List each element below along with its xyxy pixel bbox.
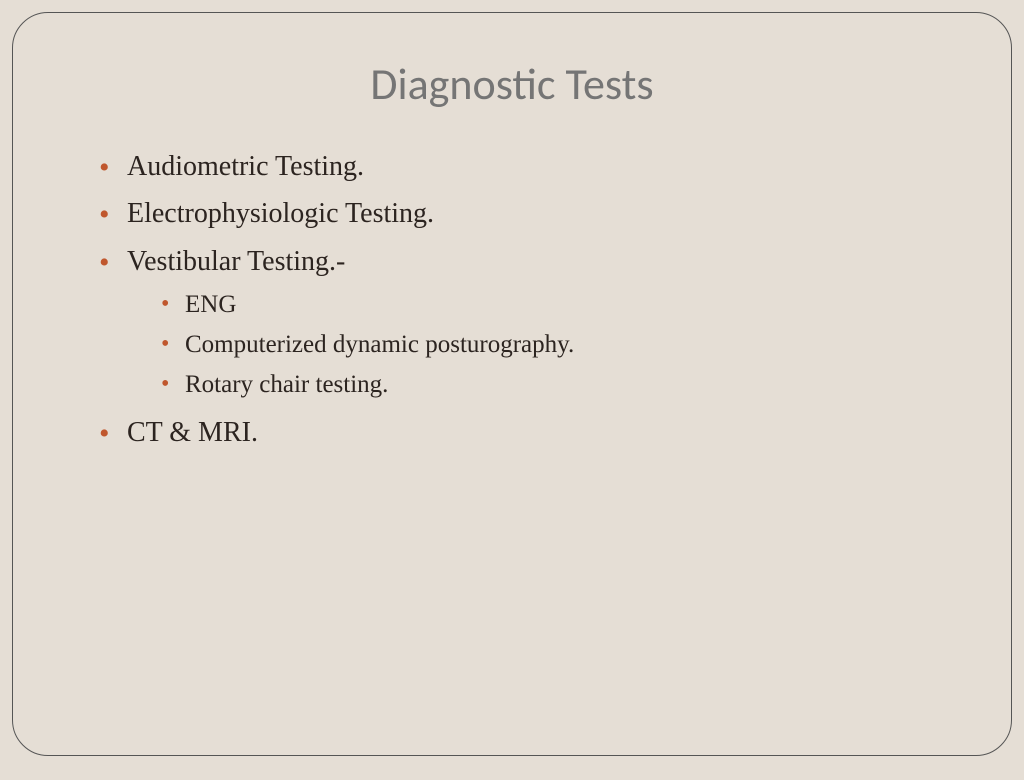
sub-list-item-text: Computerized dynamic posturography. (185, 331, 574, 358)
list-item-text: CT & MRI. (127, 417, 258, 448)
sub-list-item: Computerized dynamic posturography. (161, 325, 951, 365)
slide-title: Diagnostic Tests (73, 57, 951, 111)
sub-list-item-text: ENG (185, 291, 236, 318)
bullet-list: Audiometric Testing. Electrophysiologic … (73, 145, 951, 455)
sub-list-item-text: Rotary chair testing. (185, 371, 388, 398)
slide-frame: Diagnostic Tests Audiometric Testing. El… (12, 12, 1012, 756)
list-item: CT & MRI. (99, 411, 951, 454)
list-item: Vestibular Testing.- ENG Computerized dy… (99, 240, 951, 405)
list-item-text: Electrophysiologic Testing. (127, 198, 434, 229)
list-item: Electrophysiologic Testing. (99, 192, 951, 235)
list-item-text: Vestibular Testing.- (127, 246, 345, 277)
sub-bullet-list: ENG Computerized dynamic posturography. … (127, 285, 951, 405)
sub-list-item: Rotary chair testing. (161, 365, 951, 405)
sub-list-item: ENG (161, 285, 951, 325)
list-item-text: Audiometric Testing. (127, 151, 364, 182)
list-item: Audiometric Testing. (99, 145, 951, 188)
